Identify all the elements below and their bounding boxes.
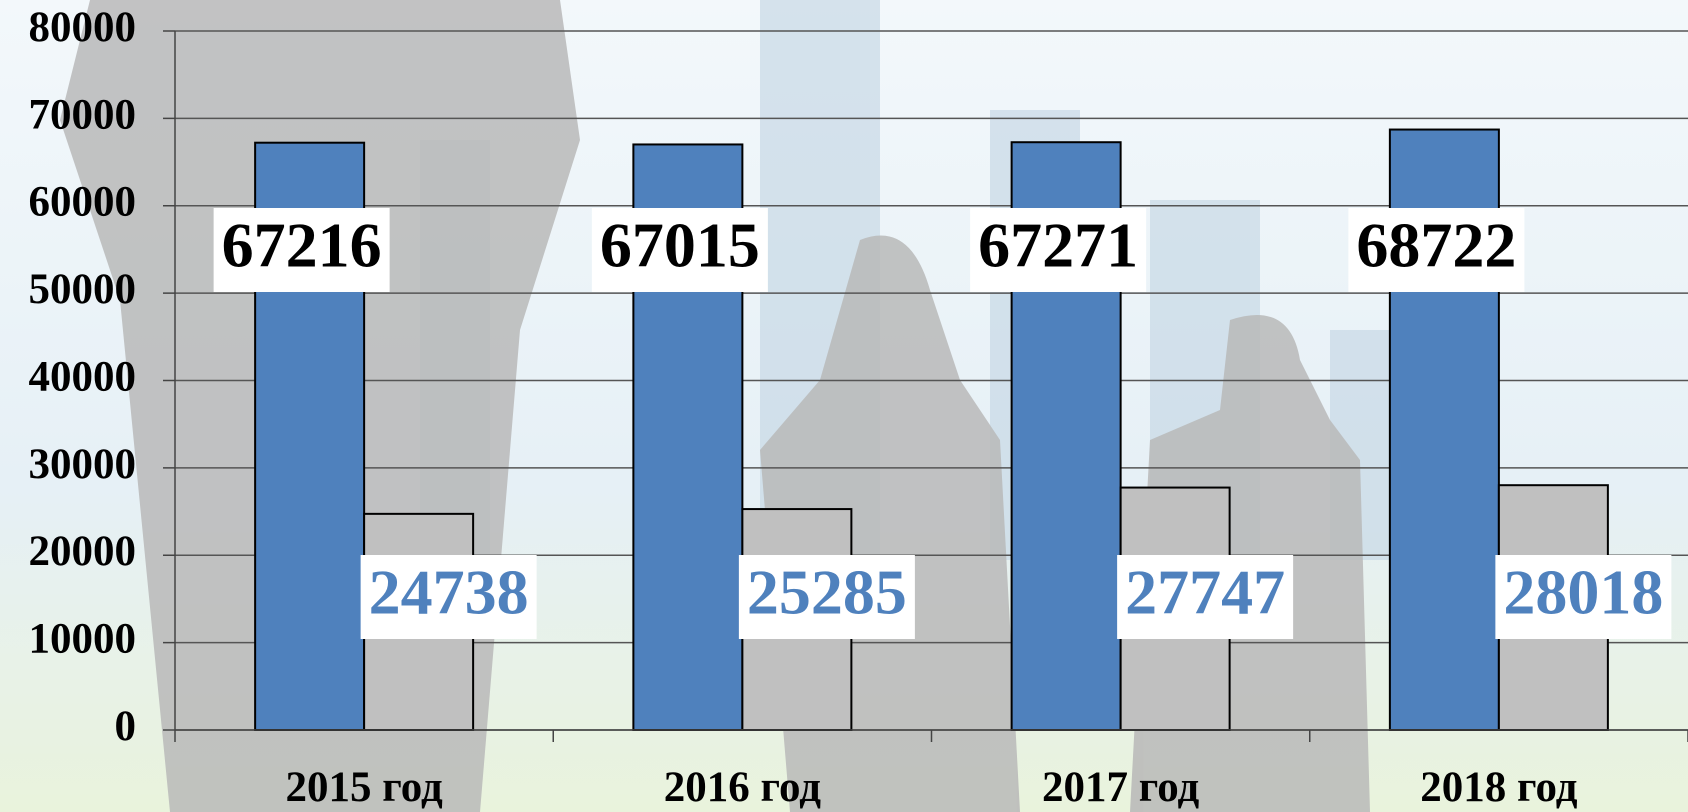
data-label: 68722 (1356, 210, 1516, 281)
data-label-box (213, 208, 390, 292)
y-tick-label: 10000 (29, 616, 137, 663)
data-label-box (360, 555, 537, 639)
y-tick-label: 20000 (29, 528, 137, 575)
y-tick-label: 50000 (29, 266, 137, 313)
data-label: 67015 (600, 210, 760, 281)
y-tick-label: 80000 (29, 4, 137, 51)
data-label: 25285 (747, 557, 907, 628)
data-label: 67216 (222, 210, 382, 281)
y-tick-label: 70000 (29, 91, 137, 138)
data-label-box (1348, 208, 1525, 292)
x-tick-label: 2016 год (664, 764, 821, 811)
x-tick-label: 2017 год (1042, 764, 1199, 811)
y-tick-label: 0 (115, 703, 137, 750)
data-label-box (970, 208, 1147, 292)
data-label: 24738 (369, 557, 529, 628)
data-label: 67271 (978, 210, 1138, 281)
data-label: 27747 (1125, 557, 1285, 628)
data-label-box (738, 555, 915, 639)
data-label-box (1117, 555, 1294, 639)
x-tick-label: 2018 год (1420, 764, 1577, 811)
data-label-box (1495, 555, 1672, 639)
data-label: 28018 (1503, 557, 1663, 628)
y-tick-label: 30000 (29, 441, 137, 488)
x-tick-label: 2015 год (286, 764, 443, 811)
y-tick-label: 40000 (29, 353, 137, 400)
data-label-box (591, 208, 768, 292)
y-tick-label: 60000 (29, 179, 137, 226)
